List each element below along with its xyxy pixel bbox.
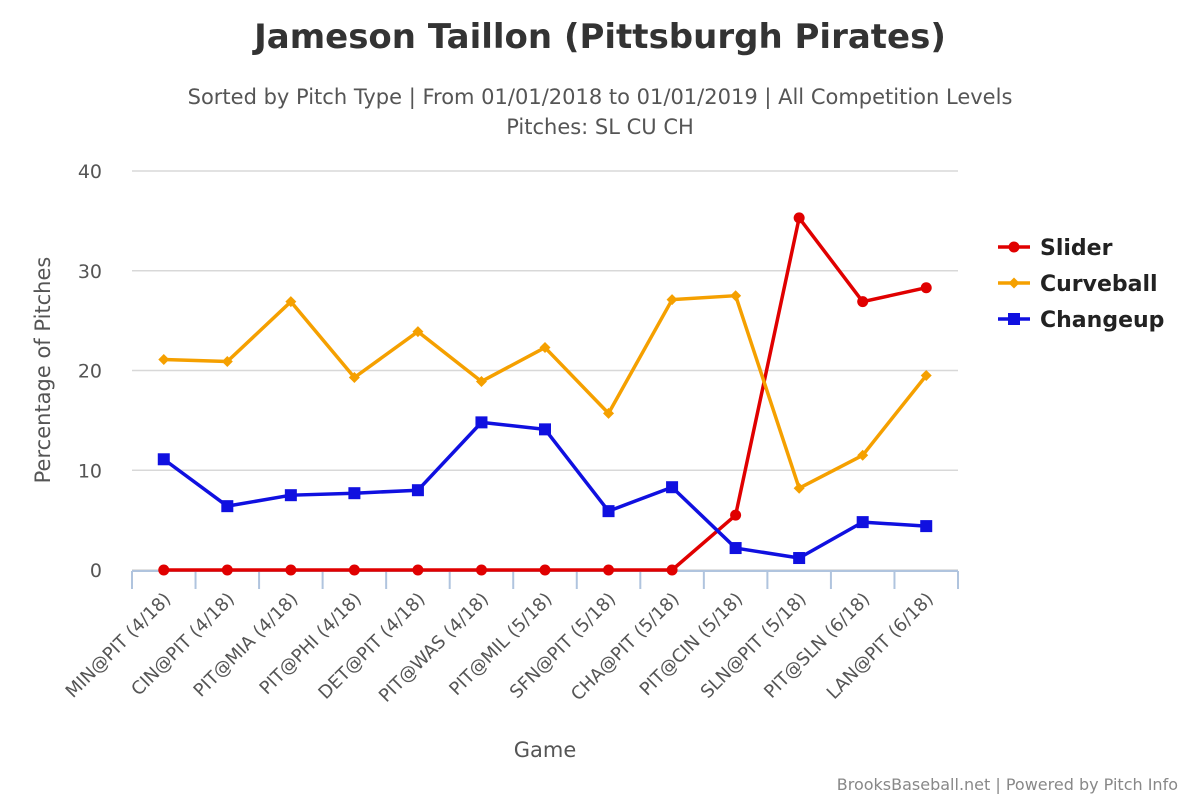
curveball-point[interactable] <box>158 354 170 366</box>
changeup-line[interactable] <box>162 420 927 560</box>
x-tick-label: PIT@WAS (4/18) <box>375 589 493 707</box>
x-tick-label: LAN@PIT (6/18) <box>823 589 938 704</box>
curveball-point[interactable] <box>603 407 615 419</box>
series-changeup <box>157 416 933 565</box>
grid <box>132 170 958 571</box>
changeup-point[interactable] <box>284 489 297 502</box>
curveball-point[interactable] <box>857 449 869 461</box>
slider-point[interactable] <box>793 212 805 224</box>
changeup-point[interactable] <box>157 453 170 466</box>
curveball-point[interactable] <box>730 290 742 302</box>
slider-point[interactable] <box>475 564 487 576</box>
credits-text[interactable]: BrooksBaseball.net | Powered by Pitch In… <box>837 775 1178 794</box>
changeup-point[interactable] <box>856 516 869 529</box>
changeup-point[interactable] <box>475 416 488 429</box>
changeup-point[interactable] <box>920 520 933 533</box>
slider-point[interactable] <box>730 509 742 521</box>
legend-label: Slider <box>1040 236 1113 261</box>
slider-point[interactable] <box>348 564 360 576</box>
curveball-point[interactable] <box>348 371 360 383</box>
legend-item-slider[interactable]: Slider <box>998 236 1113 261</box>
legend-label: Curveball <box>1040 272 1158 297</box>
curveball-point[interactable] <box>666 294 678 306</box>
y-tick-label: 30 <box>78 261 102 283</box>
series-area <box>157 212 933 576</box>
changeup-point[interactable] <box>221 500 234 513</box>
y-tick-label: 10 <box>78 460 102 482</box>
y-axis-title: Percentage of Pitches <box>31 257 55 484</box>
x-tick-label: CHA@PIT (5/18) <box>567 589 684 706</box>
legend-marker[interactable] <box>1008 241 1020 253</box>
y-axis: 0 10 20 30 40 <box>78 161 102 582</box>
curveball-point[interactable] <box>221 356 233 368</box>
changeup-point[interactable] <box>348 487 361 500</box>
series-curveball <box>158 290 932 494</box>
chart-subtitle-line2: Pitches: SL CU CH <box>506 115 694 139</box>
slider-point[interactable] <box>412 564 424 576</box>
chart-subtitle-line1: Sorted by Pitch Type | From 01/01/2018 t… <box>188 85 1013 110</box>
chart-title: Jameson Taillon (Pittsburgh Pirates) <box>252 17 946 57</box>
changeup-point[interactable] <box>411 484 424 497</box>
x-tick-label: DET@PIT (4/18) <box>314 589 429 704</box>
legend-item-changeup[interactable]: Changeup <box>998 308 1164 333</box>
legend-label: Changeup <box>1040 308 1164 333</box>
x-axis: MIN@PIT (4/18)CIN@PIT (4/18)PIT@MIA (4/1… <box>62 570 959 707</box>
y-tick-label: 20 <box>78 361 102 383</box>
slider-point[interactable] <box>920 282 932 294</box>
curveball-point[interactable] <box>793 482 805 494</box>
legend-marker[interactable] <box>1008 313 1020 325</box>
changeup-point[interactable] <box>793 552 806 565</box>
y-tick-label: 0 <box>90 560 102 582</box>
slider-point[interactable] <box>221 564 233 576</box>
curveball-point[interactable] <box>475 375 487 387</box>
series-slider <box>158 212 932 576</box>
curveball-line[interactable] <box>163 293 928 490</box>
curveball-point[interactable] <box>539 342 551 354</box>
slider-point[interactable] <box>285 564 297 576</box>
curveball-point[interactable] <box>412 326 424 338</box>
legend: Slider Curveball Changeup <box>998 236 1164 333</box>
legend-marker[interactable] <box>1008 277 1020 289</box>
slider-point[interactable] <box>666 564 678 576</box>
y-tick-label: 40 <box>78 161 102 183</box>
changeup-point[interactable] <box>666 481 679 494</box>
legend-item-curveball[interactable]: Curveball <box>998 272 1158 297</box>
x-tick-label: SFN@PIT (5/18) <box>506 589 620 703</box>
curveball-point[interactable] <box>920 369 932 381</box>
slider-point[interactable] <box>539 564 551 576</box>
slider-point[interactable] <box>603 564 615 576</box>
curveball-point[interactable] <box>285 296 297 308</box>
slider-point[interactable] <box>857 296 869 308</box>
changeup-point[interactable] <box>539 423 551 436</box>
x-tick-label: MIN@PIT (4/18) <box>62 589 176 703</box>
x-tick-label: PIT@SLN (6/18) <box>760 589 874 703</box>
x-tick-label: SLN@PIT (5/18) <box>697 589 811 703</box>
changeup-point[interactable] <box>602 505 615 518</box>
changeup-point[interactable] <box>729 542 742 555</box>
x-axis-title: Game <box>514 738 577 762</box>
slider-point[interactable] <box>158 564 170 576</box>
